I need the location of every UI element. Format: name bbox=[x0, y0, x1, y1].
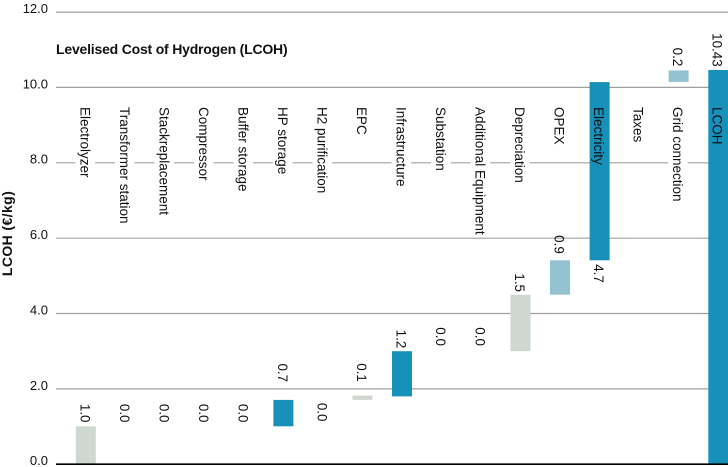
svg-text:OPEX: OPEX bbox=[552, 107, 567, 145]
svg-text:10.0: 10.0 bbox=[23, 76, 48, 91]
svg-text:HP storage: HP storage bbox=[275, 107, 290, 174]
svg-text:Electrolyzer: Electrolyzer bbox=[77, 107, 92, 178]
svg-text:0.0: 0.0 bbox=[117, 404, 132, 423]
svg-text:0.0: 0.0 bbox=[314, 403, 329, 422]
svg-text:1.5: 1.5 bbox=[512, 273, 527, 292]
svg-text:0.2: 0.2 bbox=[670, 48, 685, 67]
svg-text:Taxes: Taxes bbox=[631, 107, 646, 143]
svg-text:Levelised Cost of Hydrogen (LC: Levelised Cost of Hydrogen (LCOH) bbox=[56, 41, 287, 57]
svg-text:Transformer station: Transformer station bbox=[117, 107, 132, 224]
svg-text:Compressor: Compressor bbox=[196, 107, 211, 181]
svg-text:1.2: 1.2 bbox=[394, 330, 409, 349]
svg-text:0.0: 0.0 bbox=[196, 404, 211, 423]
svg-text:Infrastructure: Infrastructure bbox=[394, 107, 409, 187]
svg-text:12.0: 12.0 bbox=[23, 1, 48, 16]
svg-text:10.43: 10.43 bbox=[710, 33, 725, 67]
svg-text:LCOH: LCOH bbox=[710, 107, 725, 145]
svg-text:0.0: 0.0 bbox=[156, 404, 171, 423]
svg-text:2.0: 2.0 bbox=[30, 378, 48, 393]
svg-text:0.9: 0.9 bbox=[552, 235, 567, 254]
svg-text:H2 purification: H2 purification bbox=[314, 107, 329, 193]
svg-text:0.1: 0.1 bbox=[354, 363, 369, 382]
svg-text:0.7: 0.7 bbox=[275, 363, 290, 382]
svg-text:0.0: 0.0 bbox=[473, 327, 488, 346]
svg-text:0.0: 0.0 bbox=[30, 453, 48, 467]
svg-text:6.0: 6.0 bbox=[30, 227, 48, 242]
svg-text:Additional Equipment: Additional Equipment bbox=[473, 107, 488, 235]
svg-text:Grid connection: Grid connection bbox=[670, 107, 685, 202]
svg-text:Substation: Substation bbox=[433, 107, 448, 171]
svg-text:4.0: 4.0 bbox=[30, 302, 48, 317]
svg-text:EPC: EPC bbox=[354, 107, 369, 135]
svg-text:Depreciation: Depreciation bbox=[512, 107, 527, 183]
svg-text:0.0: 0.0 bbox=[235, 404, 250, 423]
svg-text:Buffer storage: Buffer storage bbox=[235, 107, 250, 192]
svg-text:8.0: 8.0 bbox=[30, 152, 48, 167]
svg-text:4.7: 4.7 bbox=[591, 264, 606, 283]
svg-text:LCOH (€/kg): LCOH (€/kg) bbox=[0, 191, 15, 276]
svg-text:Electricity: Electricity bbox=[591, 107, 606, 165]
svg-text:1.0: 1.0 bbox=[77, 404, 92, 423]
svg-text:0.0: 0.0 bbox=[433, 327, 448, 346]
svg-text:Stackreplacement: Stackreplacement bbox=[156, 107, 171, 215]
